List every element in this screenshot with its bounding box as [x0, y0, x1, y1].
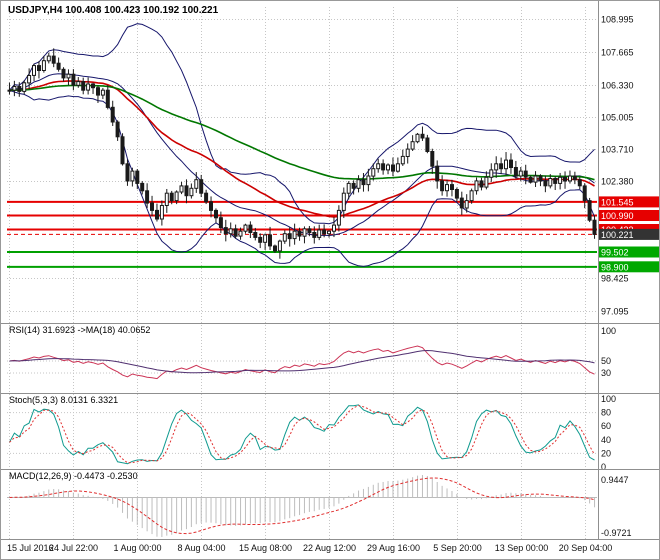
- x-axis-label: 13 Sep 00:00: [495, 543, 549, 553]
- bollinger-upper: [9, 23, 595, 225]
- x-axis-label: 20 Sep 04:00: [559, 543, 613, 553]
- price-badge: [598, 210, 659, 221]
- y-axis-label: 97.095: [601, 307, 629, 317]
- indicator-panels: [7, 345, 597, 537]
- stoch-axis-label: 60: [601, 421, 611, 431]
- stoch-axis-label: 40: [601, 435, 611, 445]
- rsi-ma-line: [9, 349, 595, 374]
- x-axis-label: 8 Aug 04:00: [177, 543, 225, 553]
- rsi-axis-label: 30: [601, 368, 611, 378]
- stoch-axis-label: 100: [601, 394, 616, 404]
- price-badge: [598, 246, 659, 258]
- y-axis-label: 105.005: [601, 113, 634, 123]
- price-badge-label: 100.221: [601, 230, 634, 240]
- macd-axis-label: 0.9447: [601, 475, 629, 485]
- ma-bollinger-overlays: [9, 23, 595, 267]
- price-badge-label: 99.502: [601, 248, 629, 258]
- y-axis-label: 103.710: [601, 145, 634, 155]
- rsi-axis-label: 100: [601, 326, 616, 336]
- ma-red: [9, 80, 595, 218]
- y-axis-label: 108.995: [601, 15, 634, 25]
- y-axis-label: 107.665: [601, 48, 634, 58]
- price-badge: [598, 228, 659, 240]
- bollinger-lower: [9, 89, 595, 267]
- stoch-axis-label: 20: [601, 448, 611, 458]
- candlesticks: [7, 48, 597, 259]
- y-axis-label: 106.330: [601, 81, 634, 91]
- y-axis-label: 98.425: [601, 274, 629, 284]
- price-badge-label: 98.900: [601, 262, 629, 272]
- macd-signal-line: [9, 477, 595, 535]
- stoch-d-line: [9, 404, 595, 464]
- price-badge-label: 100.990: [601, 211, 634, 221]
- x-axis-label: 24 Jul 22:00: [49, 543, 98, 553]
- stoch-k-line: [9, 404, 595, 465]
- bollinger-middle: [9, 73, 595, 237]
- stoch-axis-label: 80: [601, 408, 611, 418]
- y-axis-label: 102.380: [601, 177, 634, 187]
- price-badge: [598, 196, 659, 208]
- rsi-axis-label: 50: [601, 356, 611, 366]
- ma-green: [9, 84, 595, 181]
- x-axis-label: 15 Aug 08:00: [239, 543, 292, 553]
- x-axis-label: 22 Aug 12:00: [303, 543, 356, 553]
- price-badge-label: 101.545: [601, 197, 634, 207]
- x-axis-label: 29 Aug 16:00: [367, 543, 420, 553]
- grid: [7, 7, 597, 539]
- x-axis-label: 15 Jul 2016: [7, 543, 54, 553]
- x-axis-label: 5 Sep 20:00: [433, 543, 482, 553]
- macd-axis-label: -0.9721: [601, 528, 632, 538]
- rsi-line: [9, 345, 595, 380]
- x-axis-label: 1 Aug 00:00: [113, 543, 161, 553]
- stoch-axis-label: 0: [601, 462, 606, 472]
- price-badge: [598, 261, 659, 273]
